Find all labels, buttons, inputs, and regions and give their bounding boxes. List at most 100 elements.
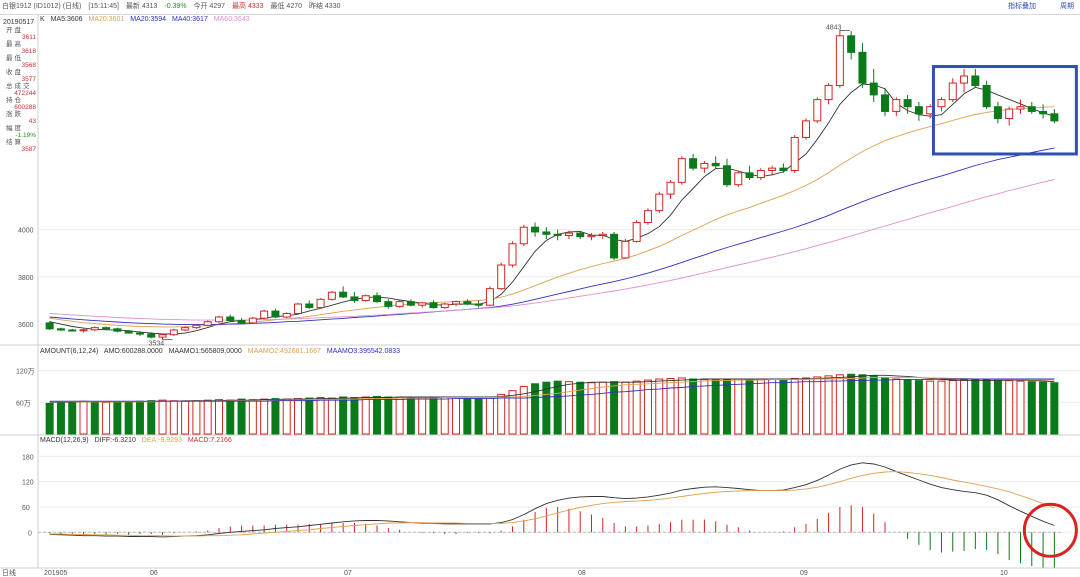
candle — [948, 82, 957, 101]
amount-bar — [361, 396, 370, 435]
candle — [790, 136, 799, 172]
candle — [881, 94, 890, 112]
candle — [610, 233, 619, 259]
candle — [632, 221, 641, 242]
amount-bar — [881, 376, 890, 435]
candle — [971, 75, 980, 86]
legend-dea: DEA:-9.9293 — [141, 437, 182, 444]
amount-bar — [1016, 380, 1025, 435]
amount-bar — [214, 399, 223, 435]
candle — [858, 51, 867, 84]
amount-bar — [982, 379, 991, 435]
amount-bar — [1039, 381, 1048, 435]
candle — [463, 301, 472, 305]
candle — [598, 233, 607, 236]
amount-bar — [542, 381, 551, 435]
candle — [508, 243, 517, 266]
amount-bar — [90, 401, 99, 435]
candle — [621, 240, 630, 259]
candle — [327, 291, 336, 300]
amount-bar — [113, 401, 122, 435]
amount-bar — [790, 378, 799, 435]
info-panel: 20190517 开盘 3611 最高 3618 最低 3568 收盘 3577 总成交 4722… — [0, 18, 38, 153]
amount-bar — [135, 400, 144, 435]
amount-bar — [497, 393, 506, 435]
amount-bar — [373, 395, 382, 435]
highlight-circle — [1022, 502, 1078, 558]
open-price: 今开 4297 — [193, 3, 226, 10]
info-label: 结算 — [6, 139, 23, 146]
candle — [779, 167, 788, 172]
candle — [1050, 113, 1059, 122]
amount-bar — [305, 397, 314, 435]
amount-bar — [147, 400, 156, 435]
candle — [113, 328, 122, 332]
low-price: 最低 4270 — [270, 3, 303, 10]
price-annotation: 4843 — [826, 24, 842, 31]
info-date: 20190517 — [3, 19, 35, 26]
info-label: 最低 — [6, 55, 23, 62]
candle — [734, 172, 743, 186]
info-label: 涨跌 — [6, 111, 23, 118]
candle — [294, 303, 302, 314]
candle — [666, 181, 675, 195]
amount-bar — [56, 402, 65, 435]
info-value: 3587 — [21, 146, 36, 153]
candle — [339, 291, 348, 298]
candle — [90, 327, 99, 331]
amount-bar — [79, 400, 88, 435]
amount-bar — [452, 397, 461, 435]
candle — [1039, 110, 1048, 115]
amount-bar — [124, 401, 133, 435]
amount-bar — [677, 377, 686, 435]
amount-ma-line-maamo3 — [49, 378, 1055, 402]
settle-price: 昨结 4330 — [308, 3, 341, 10]
candle — [564, 232, 573, 236]
amount-tick-label: 60万 — [16, 399, 31, 407]
amount-bar — [813, 376, 822, 435]
candle — [260, 310, 269, 319]
add-indicator-button[interactable]: 指标叠加 — [1008, 3, 1036, 10]
amount-bar — [440, 396, 449, 435]
legend-maamo2: MAAMO2:492681.1667 — [247, 348, 321, 355]
info-label: 持仓 — [6, 97, 23, 104]
macd-tick-label: 0 — [28, 530, 32, 537]
amount-bar — [226, 399, 235, 435]
info-value: 3618 — [21, 48, 36, 55]
info-value: 3611 — [22, 34, 36, 41]
legend-ma40: MA40:3617 — [172, 16, 208, 23]
candle — [553, 233, 562, 236]
amount-bar — [248, 399, 257, 435]
top-info-bar: 白银1912 (ID1012) (日线) [15:11:45] 最新 4313 … — [0, 0, 1080, 15]
ma-line-ma20 — [49, 106, 1055, 328]
candle — [643, 210, 652, 223]
macd-tick-label: 120 — [22, 480, 34, 487]
highlight-box — [931, 65, 1078, 156]
legend-ma20: MA20:3601 — [88, 16, 125, 23]
amount-bar — [169, 400, 178, 435]
amount-bar — [564, 381, 573, 435]
amount-bar — [463, 396, 472, 435]
amount-bar — [474, 397, 483, 435]
macd-tick-label: 60 — [22, 505, 30, 512]
amount-bar — [903, 379, 912, 435]
amount-bar — [1050, 382, 1059, 435]
price-legend: K MA5:3606 MA20:3601 MA20:3594 MA40:3617… — [40, 16, 254, 23]
amount-bar — [576, 381, 585, 435]
candle — [418, 302, 427, 306]
candle — [1027, 106, 1036, 112]
amount-bar — [192, 400, 201, 435]
amount-bar — [350, 397, 359, 435]
x-tick-label: 08 — [578, 570, 586, 577]
amount-bar — [768, 379, 777, 435]
amount-bar — [316, 397, 325, 435]
amount-bar — [1005, 380, 1014, 435]
candle — [237, 320, 246, 324]
period-button[interactable]: 周期 — [1060, 3, 1074, 10]
candle — [305, 303, 314, 309]
candle — [903, 99, 912, 108]
amount-bar — [429, 397, 438, 435]
candle — [56, 328, 65, 331]
amount-bar — [926, 380, 935, 435]
